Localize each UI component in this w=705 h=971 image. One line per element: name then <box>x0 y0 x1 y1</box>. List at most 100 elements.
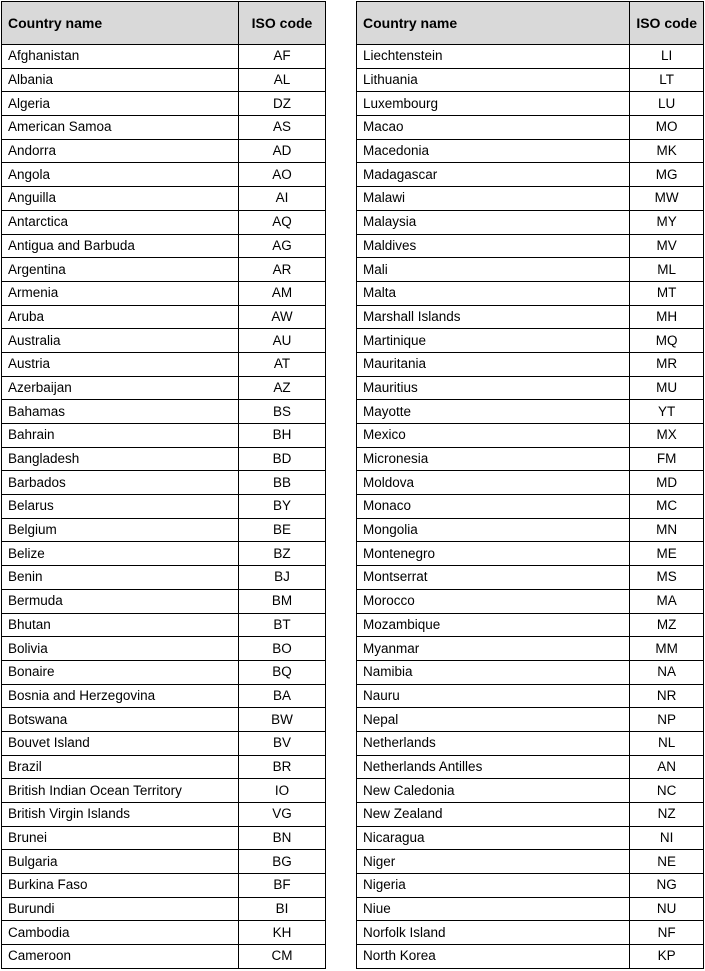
table-row: Barbados BB <box>1 470 326 496</box>
table-row: Bosnia and Herzegovina BA <box>1 683 326 709</box>
iso-code-cell: LI <box>629 44 704 69</box>
country-name-cell: Liechtenstein <box>355 44 631 69</box>
country-table-left: Country name ISO code Afghanistan AF Alban… <box>1 1 326 969</box>
iso-code-cell: AT <box>238 351 326 377</box>
table-row: Azerbaijan AZ <box>1 375 326 401</box>
country-name-cell: Cambodia <box>1 920 239 946</box>
iso-code-cell: IO <box>238 778 326 803</box>
iso-code-cell: BM <box>238 588 326 614</box>
country-name-cell: Monaco <box>355 494 631 519</box>
country-name-cell: Bhutan <box>1 612 239 638</box>
table-row: Mali ML <box>355 257 704 282</box>
table-row: Namibia NA <box>355 659 704 685</box>
table-row: Algeria DZ <box>1 91 326 117</box>
iso-code-cell: BE <box>238 517 326 543</box>
country-name-cell: Montserrat <box>355 565 631 590</box>
table-row: Monaco MC <box>355 494 704 519</box>
country-name-cell: Mexico <box>355 423 631 448</box>
iso-code-cell: BN <box>238 825 326 851</box>
country-name-cell: Belgium <box>1 517 239 543</box>
table-row: British Virgin Islands VG <box>1 802 326 827</box>
table-row: Macao MO <box>355 115 704 140</box>
table-row: Cambodia KH <box>1 920 326 946</box>
country-name-cell: New Caledonia <box>355 778 631 803</box>
table-row: Bhutan BT <box>1 612 326 638</box>
country-name-cell: Niue <box>355 896 631 922</box>
country-name-cell: Netherlands Antilles <box>355 754 631 780</box>
country-name-cell: Burundi <box>1 896 239 922</box>
table-row: Antigua and Barbuda AG <box>1 233 326 259</box>
iso-code-cell: BV <box>238 730 326 756</box>
table-row: Bermuda BM <box>1 588 326 614</box>
table-row: American Samoa AS <box>1 115 326 140</box>
country-name-cell: Algeria <box>1 91 239 117</box>
iso-code-cell: BI <box>238 896 326 922</box>
country-name-cell: Bahrain <box>1 423 239 448</box>
iso-code-cell: BQ <box>238 659 326 685</box>
table-row: Aruba AW <box>1 304 326 330</box>
table-row: Montenegro ME <box>355 541 704 567</box>
iso-code-cell: MW <box>629 186 704 211</box>
table-row: Antarctica AQ <box>1 209 326 235</box>
country-name-cell: Mayotte <box>355 399 631 424</box>
country-name-cell: British Virgin Islands <box>1 802 239 827</box>
table-row: Burundi BI <box>1 896 326 922</box>
iso-code-cell: BB <box>238 470 326 496</box>
country-name-cell: Nepal <box>355 707 631 732</box>
country-name-cell: Macedonia <box>355 138 631 164</box>
iso-code-cell: MV <box>629 233 704 259</box>
country-name-cell: Brazil <box>1 754 239 780</box>
table-row: Mozambique MZ <box>355 612 704 638</box>
table-row: Bulgaria BG <box>1 849 326 875</box>
header-iso-code: ISO code <box>238 1 326 45</box>
country-name-cell: Antarctica <box>1 209 239 235</box>
iso-code-cell: MM <box>629 636 704 661</box>
table-row: Liechtenstein LI <box>355 44 704 69</box>
table-row: Myanmar MM <box>355 636 704 661</box>
iso-code-cell: BF <box>238 873 326 898</box>
iso-code-cell: LU <box>629 91 704 117</box>
table-row: Belize BZ <box>1 541 326 567</box>
iso-code-cell: AM <box>238 280 326 306</box>
country-name-cell: Belarus <box>1 494 239 519</box>
iso-code-cell: NF <box>629 920 704 946</box>
country-name-cell: Austria <box>1 351 239 377</box>
table-row: Niger NE <box>355 849 704 875</box>
iso-code-cell: BO <box>238 636 326 661</box>
table-row: Anguilla AI <box>1 186 326 211</box>
iso-code-cell: AS <box>238 115 326 140</box>
country-table-right: Country name ISO code Liechtenstein LI Lit… <box>355 1 704 969</box>
country-name-cell: Luxembourg <box>355 91 631 117</box>
iso-code-cell: ML <box>629 257 704 282</box>
table-row: Argentina AR <box>1 257 326 282</box>
country-name-cell: Bermuda <box>1 588 239 614</box>
table-row: Bangladesh BD <box>1 446 326 472</box>
country-name-cell: Antigua and Barbuda <box>1 233 239 259</box>
country-name-cell: Bahamas <box>1 399 239 424</box>
country-name-cell: Nauru <box>355 683 631 709</box>
iso-code-cell: AO <box>238 162 326 188</box>
iso-code-cell: NZ <box>629 802 704 827</box>
table-row: Nicaragua NI <box>355 825 704 851</box>
table-row: Martinique MQ <box>355 328 704 353</box>
iso-code-cell: NA <box>629 659 704 685</box>
country-name-cell: Montenegro <box>355 541 631 567</box>
iso-code-cell: MD <box>629 470 704 496</box>
country-name-cell: Albania <box>1 67 239 93</box>
country-name-cell: Maldives <box>355 233 631 259</box>
country-name-cell: Malawi <box>355 186 631 211</box>
table-row: Bahrain BH <box>1 423 326 448</box>
table-row: Andorra AD <box>1 138 326 164</box>
country-name-cell: Azerbaijan <box>1 375 239 401</box>
iso-code-cell: BJ <box>238 565 326 590</box>
country-name-cell: North Korea <box>355 944 631 969</box>
iso-code-cell: KP <box>629 944 704 969</box>
country-name-cell: Bouvet Island <box>1 730 239 756</box>
iso-code-cell: NP <box>629 707 704 732</box>
country-name-cell: Aruba <box>1 304 239 330</box>
table-row: New Caledonia NC <box>355 778 704 803</box>
country-name-cell: Benin <box>1 565 239 590</box>
table-row: Australia AU <box>1 328 326 353</box>
iso-code-cell: KH <box>238 920 326 946</box>
table-row: Brazil BR <box>1 754 326 780</box>
